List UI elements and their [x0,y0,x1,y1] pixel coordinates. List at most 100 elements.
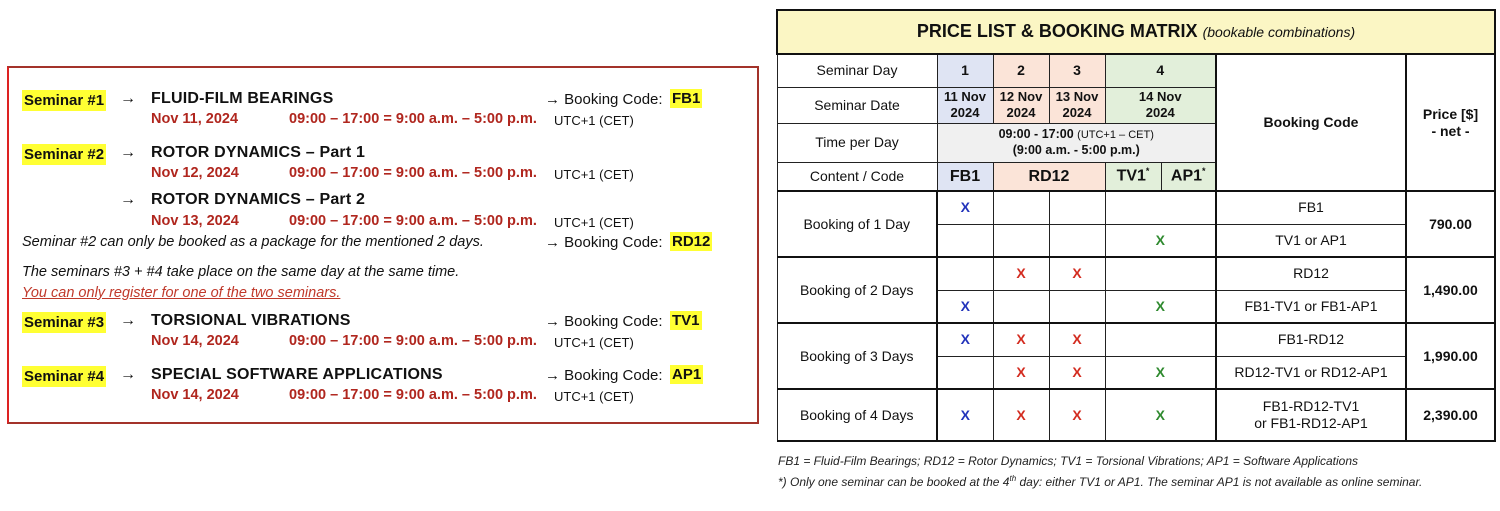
mark-cell-day-4 [1104,322,1217,357]
mark-cell-day-4 [1104,190,1217,225]
code-legend: FB1 = Fluid-Film Bearings; RD12 = Rotor … [778,454,1359,468]
mark-cell-day-4: X [1104,289,1217,324]
seminar-timezone: UTC+1 (CET) [554,335,634,350]
day-4: 4 [1104,53,1217,88]
date-2-day: 12 Nov [999,89,1043,105]
note-sup: th [1009,474,1017,483]
price-cell: 790.00 [1405,190,1496,258]
arrow-icon: → [120,312,136,329]
note-pre: *) Only one seminar can be booked at the… [778,475,1010,489]
mark-cell-day-3 [1048,223,1106,258]
booking-code-cell: FB1-RD12 [1215,322,1407,357]
row-label-time: Time per Day [776,122,938,163]
row-label-content: Content / Code [776,161,938,192]
date-1: 11 Nov 2024 [936,86,994,124]
mark-cell-day-2: X [992,322,1050,357]
row-label-day: Seminar Day [776,53,938,88]
booking-row: Booking of 1 Day X FB1 790.00 [776,190,1496,258]
seminar-date: Nov 12, 2024 [151,165,239,181]
booking-code: FB1 [670,89,703,108]
booking-code: TV1 [670,311,702,330]
booking-code-label: → Booking Code: [545,313,663,330]
date-4-day: 14 Nov [1138,89,1182,105]
day-2: 2 [992,53,1050,88]
mark-cell-day-2 [992,190,1050,225]
mark-cell-day-2 [992,223,1050,258]
row-label-date: Seminar Date [776,86,938,124]
date-3-day: 13 Nov [1055,89,1099,105]
day-1: 1 [936,53,994,88]
code-tv1: TV1* [1104,161,1162,192]
mark-cell-day-3: X [1048,388,1106,442]
mark-cell-day-3 [1048,289,1106,324]
mark-cell-day-1: X [936,388,994,442]
date-3: 13 Nov 2024 [1048,86,1106,124]
seminar-schedule-box [7,66,759,424]
date-2: 12 Nov 2024 [992,86,1050,124]
matrix-subtitle: (bookable combinations) [1202,24,1356,41]
registration-warning: You can only register for one of the two… [22,285,341,301]
seminar-badge: Seminar #1 [22,90,107,111]
booking-code: RD12 [670,232,713,251]
booking-row: X TV1 or AP1 [777,223,1495,258]
seminar-title: SPECIAL SOFTWARE APPLICATIONS [151,366,443,383]
booking-row: Booking of 4 Days X X X X FB1-RD12-TV1 or FB1… [776,388,1496,442]
seminar-time: 09:00 – 17:00 = 9:00 a.m. – 5:00 p.m. [289,213,537,229]
booking-label: Booking of 2 Days [776,256,938,324]
seminar-timezone: UTC+1 (CET) [554,215,634,230]
package-note: Seminar #2 can only be booked as a packa… [22,234,484,250]
date-2-year: 2024 [1006,105,1036,120]
mark-cell-day-3: X [1048,256,1106,291]
code-tv1-text: TV1 [1116,167,1146,185]
code-fb1: FB1 [936,161,994,192]
price-cell: 2,390.00 [1405,388,1496,442]
arrow-icon: → [120,90,136,107]
star-mark: * [1202,166,1206,177]
note-post: day: either TV1 or AP1. The seminar AP1 … [1016,475,1423,489]
booking-code: AP1 [670,365,704,384]
matrix-title-text: PRICE LIST & BOOKING MATRIX [916,21,1198,42]
star-mark: * [1145,166,1150,177]
code-rd12: RD12 [992,161,1106,192]
mark-cell-day-4: X [1104,355,1217,390]
seminar-title: TORSIONAL VIBRATIONS [151,312,351,329]
same-day-note: The seminars #3 + #4 take place on the s… [22,264,460,280]
footnote: FB1 = Fluid-Film Bearings; RD12 = Rotor … [778,452,1458,491]
mark-cell-day-4: X [1104,223,1217,258]
price-header: Price [$] - net - [1405,53,1496,192]
mark-cell-day-1: X [936,289,994,324]
seminar-title: ROTOR DYNAMICS – Part 1 [151,144,366,161]
booking-code-cell: FB1 [1215,190,1407,225]
code-ap1-text: AP1 [1170,167,1203,185]
seminar-badge: Seminar #2 [22,144,107,165]
day-3: 3 [1048,53,1106,88]
mark-cell-day-4 [1104,256,1217,291]
price-cell: 1,990.00 [1405,322,1496,390]
mark-cell-day-2: X [992,355,1050,390]
time-per-day: 09:00 - 17:00 (UTC+1 – CET) (9:00 a.m. - … [936,122,1217,163]
seminar-time: 09:00 – 17:00 = 9:00 a.m. – 5:00 p.m. [289,165,537,181]
price-net: - net - [1431,122,1470,139]
booking-code-cell: FB1-TV1 or FB1-AP1 [1215,289,1407,324]
booking-code-cell: FB1-RD12-TV1 or FB1-RD12-AP1 [1215,388,1407,442]
mark-cell-day-2: X [992,388,1050,442]
booking-label: Booking of 4 Days [776,388,938,442]
seminar-time: 09:00 – 17:00 = 9:00 a.m. – 5:00 p.m. [289,387,537,403]
time-ampm: (9:00 a.m. - 5:00 p.m.) [1012,142,1140,157]
seminar-badge: Seminar #3 [22,312,107,333]
booking-label: Booking of 3 Days [776,322,938,390]
code-ap1: AP1* [1160,161,1217,192]
mark-cell-day-1 [936,223,994,258]
mark-cell-day-3: X [1048,355,1106,390]
mark-cell-day-2: X [992,256,1050,291]
mark-cell-day-1 [936,256,994,291]
mark-cell-day-2 [992,289,1050,324]
arrow-icon: → [120,144,136,161]
mark-cell-day-1: X [936,322,994,357]
date-4-year: 2024 [1145,105,1175,120]
mark-cell-day-1 [936,355,994,390]
seminar-date: Nov 14, 2024 [151,333,239,349]
mark-cell-day-1: X [936,190,994,225]
booking-code-header: Booking Code [1215,53,1407,192]
seminar-badge: Seminar #4 [22,366,107,387]
